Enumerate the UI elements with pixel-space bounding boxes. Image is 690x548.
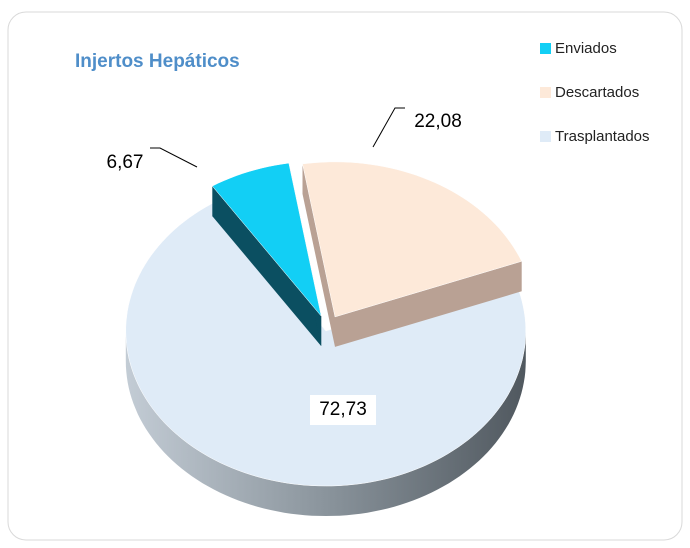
- leader-line: [372, 107, 405, 148]
- data-label: 72,73: [319, 399, 367, 420]
- data-label: 6,67: [107, 152, 144, 173]
- legend-swatch: [540, 43, 551, 54]
- slice-wall: [212, 186, 322, 347]
- legend-swatch: [540, 131, 551, 142]
- slice-side: [125, 331, 526, 516]
- data-label: 22,08: [414, 111, 462, 132]
- leader-line: [150, 147, 198, 168]
- chart-title: Injertos Hepáticos: [75, 51, 240, 72]
- legend-label: Enviados: [555, 40, 617, 57]
- slice: [125, 200, 526, 487]
- slice: [302, 161, 523, 318]
- legend-label: Trasplantados: [555, 128, 650, 145]
- label-box: [310, 395, 376, 425]
- slice-wall: [335, 261, 522, 347]
- slice-wall: [302, 163, 335, 347]
- legend-swatch: [540, 87, 551, 98]
- legend-label: Descartados: [555, 84, 639, 101]
- slice: [211, 162, 322, 317]
